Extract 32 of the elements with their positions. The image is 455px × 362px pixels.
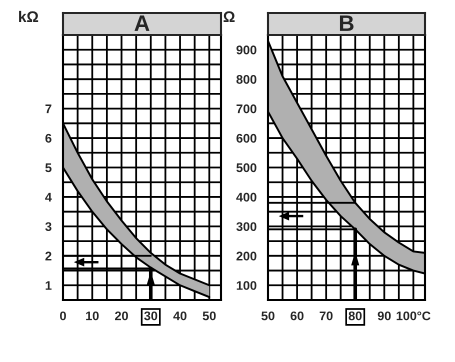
y-tick-label: 5 xyxy=(45,163,52,172)
x-tick-label: 60 xyxy=(290,311,304,320)
x-tick-label: 90 xyxy=(378,311,391,320)
y-tick-label: 200 xyxy=(236,252,256,260)
y-tick-label: 600 xyxy=(236,134,256,143)
x-tick-label: 0 xyxy=(60,311,66,320)
y-tick-label: 800 xyxy=(236,74,256,84)
y-tick-label: 300 xyxy=(236,222,256,232)
y-tick-label: 400 xyxy=(236,192,256,202)
x-tick-label: 80 xyxy=(348,311,362,320)
y-tick-label: 700 xyxy=(236,104,256,114)
chart-title: B xyxy=(340,16,354,31)
y-tick-label: 4 xyxy=(45,192,52,202)
y-tick-label: 3 xyxy=(45,222,52,232)
y-axis-title: Ω xyxy=(224,11,235,22)
x-tick-label: 20 xyxy=(115,311,128,320)
y-tick-label: 500 xyxy=(236,163,256,172)
x-tick-label: 40 xyxy=(173,311,186,320)
y-tick-label: 900 xyxy=(236,46,256,54)
y-tick-label: 100 xyxy=(236,281,256,290)
chart-title: A xyxy=(134,16,150,31)
x-tick-label: 30 xyxy=(144,311,158,320)
x-tick-label: 100°C xyxy=(396,311,430,320)
y-axis-title: kΩ xyxy=(19,10,38,22)
x-tick-label: 50 xyxy=(261,311,274,320)
x-tick-label: 70 xyxy=(320,311,333,320)
y-tick-label: 1 xyxy=(46,281,52,290)
x-tick-label: 50 xyxy=(202,311,216,320)
y-tick-label: 6 xyxy=(45,134,52,143)
x-tick-label: 10 xyxy=(86,311,99,320)
y-tick-label: 7 xyxy=(45,104,52,114)
y-tick-label: 2 xyxy=(45,252,52,260)
